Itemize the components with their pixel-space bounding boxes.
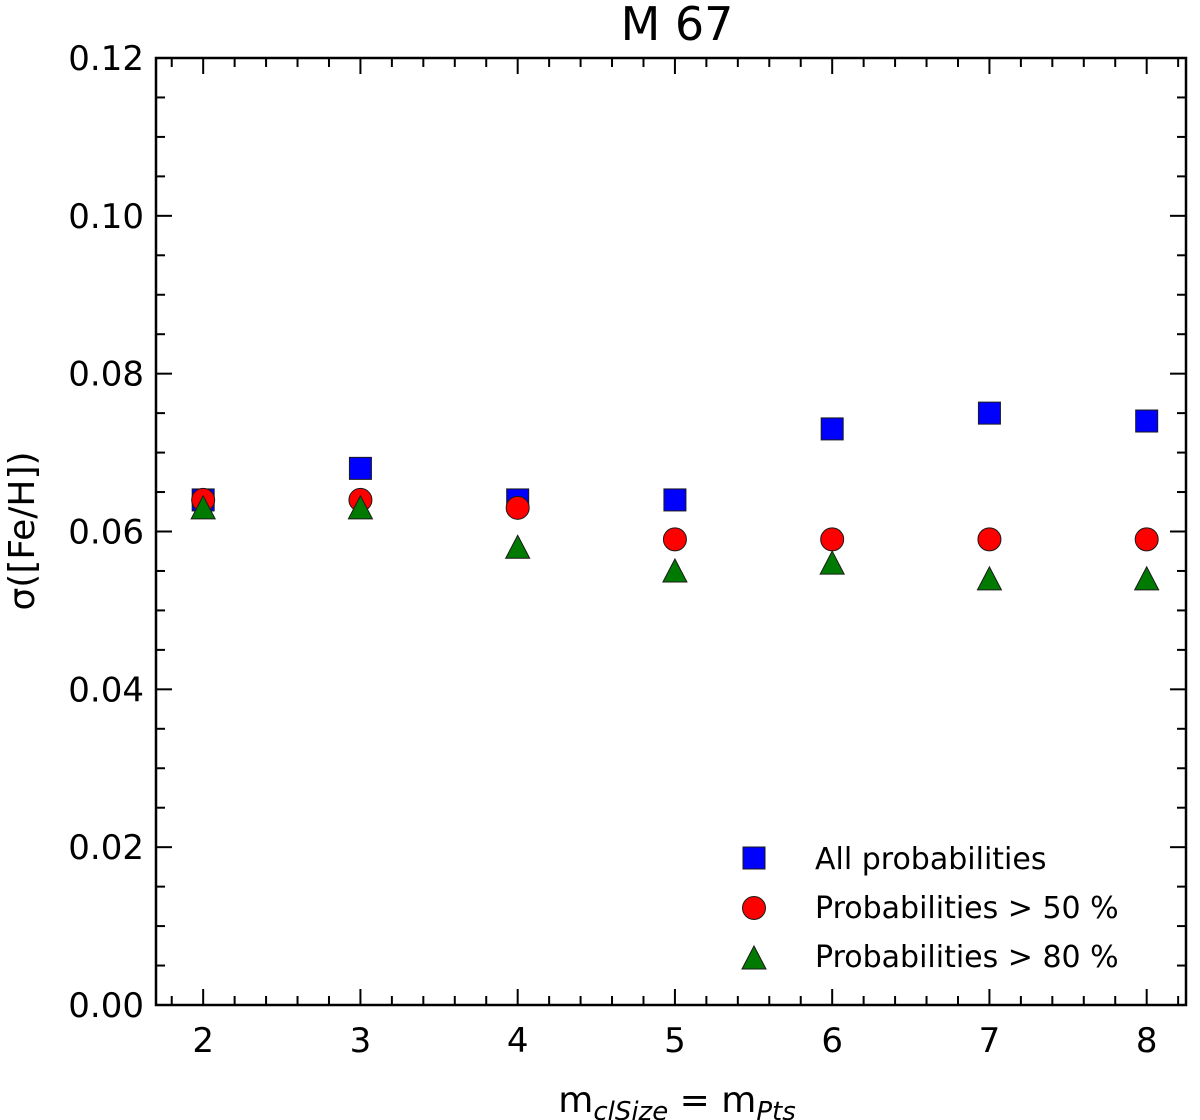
legend-entry-50: Probabilities > 50 % — [742, 891, 1119, 926]
y-axis-label: σ([Fe/H]) — [2, 451, 43, 610]
chart-title: M 67 — [621, 0, 734, 51]
x-tick-label: 4 — [507, 1021, 529, 1061]
y-tick-label: 0.08 — [68, 355, 144, 395]
legend: All probabilities Probabilities > 50 % P… — [741, 842, 1119, 975]
point-circle — [820, 527, 845, 552]
point-triangle — [1133, 565, 1160, 591]
data-points — [190, 401, 1160, 591]
legend-marker-square — [742, 846, 766, 870]
point-square — [820, 417, 844, 441]
point-triangle — [819, 549, 846, 575]
legend-marker-triangle — [741, 944, 767, 970]
legend-entry-all: All probabilities — [742, 842, 1046, 877]
x-tick-label: 5 — [664, 1021, 686, 1061]
y-tick-label: 0.00 — [68, 986, 144, 1026]
y-tick-label: 0.04 — [68, 670, 144, 710]
y-tick-label: 0.06 — [68, 513, 144, 553]
point-square — [663, 488, 687, 512]
x-tick-label: 6 — [821, 1021, 843, 1061]
x-axis-label: mclSize = mPts — [558, 1080, 796, 1120]
point-triangle — [190, 494, 217, 520]
point-triangle — [347, 494, 374, 520]
x-tick-label: 8 — [1136, 1021, 1158, 1061]
point-circle — [505, 495, 530, 520]
point-square — [348, 456, 372, 480]
legend-label-50: Probabilities > 50 % — [815, 891, 1119, 926]
legend-marker-circle — [742, 896, 766, 920]
point-circle — [1134, 527, 1159, 552]
x-tick-label: 3 — [350, 1021, 372, 1061]
point-triangle — [976, 565, 1003, 591]
axis-ticks — [156, 57, 1186, 1006]
x-tick-label: 2 — [192, 1021, 214, 1061]
point-square — [977, 401, 1001, 425]
legend-entry-80: Probabilities > 80 % — [741, 940, 1119, 975]
y-tick-label: 0.10 — [68, 197, 144, 237]
y-tick-label: 0.02 — [68, 828, 144, 868]
point-triangle — [504, 534, 531, 559]
x-tick-label: 7 — [979, 1021, 1001, 1061]
point-square — [1135, 409, 1159, 433]
point-circle — [662, 527, 687, 552]
point-triangle — [662, 557, 688, 583]
y-tick-labels: 0.00 0.02 0.04 0.06 0.08 0.10 0.12 — [68, 39, 144, 1026]
x-tick-labels: 2 3 4 5 6 7 8 — [192, 1021, 1157, 1061]
legend-label-80: Probabilities > 80 % — [815, 940, 1119, 975]
y-tick-label: 0.12 — [68, 39, 144, 79]
legend-label-all: All probabilities — [815, 842, 1046, 877]
point-circle — [977, 527, 1002, 552]
